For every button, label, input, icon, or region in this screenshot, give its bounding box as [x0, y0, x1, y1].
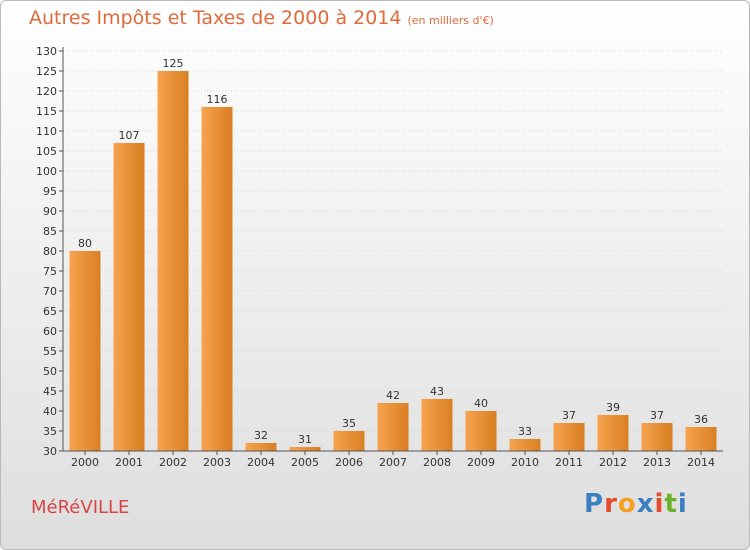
bar: [113, 143, 145, 451]
bar: [465, 411, 497, 451]
y-tick-label: 80: [43, 245, 57, 258]
y-tick-label: 30: [43, 445, 57, 458]
bars: 80 107 125 116 32 31 35 42 43 40 33 37 39 37 36: [69, 57, 717, 451]
y-tick-label: 105: [36, 145, 57, 158]
y-tick-label: 115: [36, 105, 57, 118]
commune-name: MéRéVILLE: [31, 497, 130, 518]
y-tick-label: 125: [36, 65, 57, 78]
logo-letter: P: [584, 489, 605, 519]
bar-value-label: 80: [78, 237, 92, 250]
logo-letter: i: [677, 489, 688, 519]
chart-subtitle: (en milliers d'€): [407, 14, 494, 27]
logo-letter: o: [617, 489, 637, 519]
x-tick-label: 2009: [467, 456, 495, 469]
logo-letter: i: [654, 489, 665, 519]
y-tick-label: 90: [43, 205, 57, 218]
x-axis: 2000 2001 2002 2003 2004 2005 2006 2007 2008 2009…: [63, 450, 723, 469]
y-tick-label: 75: [43, 265, 57, 278]
y-tick-label: 120: [36, 85, 57, 98]
bar: [201, 107, 233, 451]
bar: [69, 251, 101, 451]
y-axis: 30 35 40 45 50 55 60 65 70 75 80 85 90 95 100 105 110 115…: [36, 45, 64, 458]
y-tick-label: 45: [43, 385, 57, 398]
x-tick-label: 2007: [379, 456, 407, 469]
logo-letter: t: [664, 489, 678, 519]
y-tick-label: 95: [43, 185, 57, 198]
y-tick-label: 55: [43, 345, 57, 358]
logo-letter: x: [636, 489, 655, 519]
bar-value-label: 31: [298, 433, 312, 446]
bar-value-label: 39: [606, 401, 620, 414]
x-tick-label: 2005: [291, 456, 319, 469]
logo-letter: r: [604, 489, 618, 519]
y-tick-label: 35: [43, 425, 57, 438]
chart-title: Autres Impôts et Taxes de 2000 à 2014 (en…: [29, 7, 494, 29]
y-tick-label: 85: [43, 225, 57, 238]
bar: [157, 71, 189, 451]
bar-value-label: 35: [342, 417, 356, 430]
bar-value-label: 36: [694, 413, 708, 426]
y-tick-label: 60: [43, 325, 57, 338]
bar-value-label: 125: [163, 57, 184, 70]
x-tick-label: 2004: [247, 456, 275, 469]
x-tick-label: 2011: [555, 456, 583, 469]
bar-value-label: 43: [430, 385, 444, 398]
bar: [245, 443, 277, 451]
bar: [333, 431, 365, 451]
chart-title-text: Autres Impôts et Taxes de 2000 à 2014: [29, 7, 402, 29]
bar: [553, 423, 585, 451]
bar-value-label: 37: [650, 409, 664, 422]
y-tick-label: 40: [43, 405, 57, 418]
x-tick-label: 2014: [687, 456, 715, 469]
y-tick-label: 100: [36, 165, 57, 178]
bar: [377, 403, 409, 451]
y-tick-label: 110: [36, 125, 57, 138]
y-tick-label: 70: [43, 285, 57, 298]
bar: [641, 423, 673, 451]
proxiti-logo: Proxiti: [584, 489, 688, 519]
y-tick-label: 130: [36, 45, 57, 58]
bar-value-label: 32: [254, 429, 268, 442]
x-tick-label: 2001: [115, 456, 143, 469]
bar-value-label: 107: [119, 129, 140, 142]
y-tick-label: 65: [43, 305, 57, 318]
x-tick-label: 2000: [71, 456, 99, 469]
bar-value-label: 42: [386, 389, 400, 402]
bar: [509, 439, 541, 451]
x-tick-label: 2010: [511, 456, 539, 469]
x-tick-label: 2003: [203, 456, 231, 469]
y-tick-label: 50: [43, 365, 57, 378]
bar: [685, 427, 717, 451]
x-tick-label: 2013: [643, 456, 671, 469]
x-tick-label: 2008: [423, 456, 451, 469]
bar-value-label: 37: [562, 409, 576, 422]
x-tick-label: 2002: [159, 456, 187, 469]
bar: [289, 447, 321, 451]
bar: [421, 399, 453, 451]
bar-value-label: 33: [518, 425, 532, 438]
x-tick-label: 2006: [335, 456, 363, 469]
bar-value-label: 40: [474, 397, 488, 410]
bar: [597, 415, 629, 451]
bar-value-label: 116: [207, 93, 228, 106]
x-tick-label: 2012: [599, 456, 627, 469]
